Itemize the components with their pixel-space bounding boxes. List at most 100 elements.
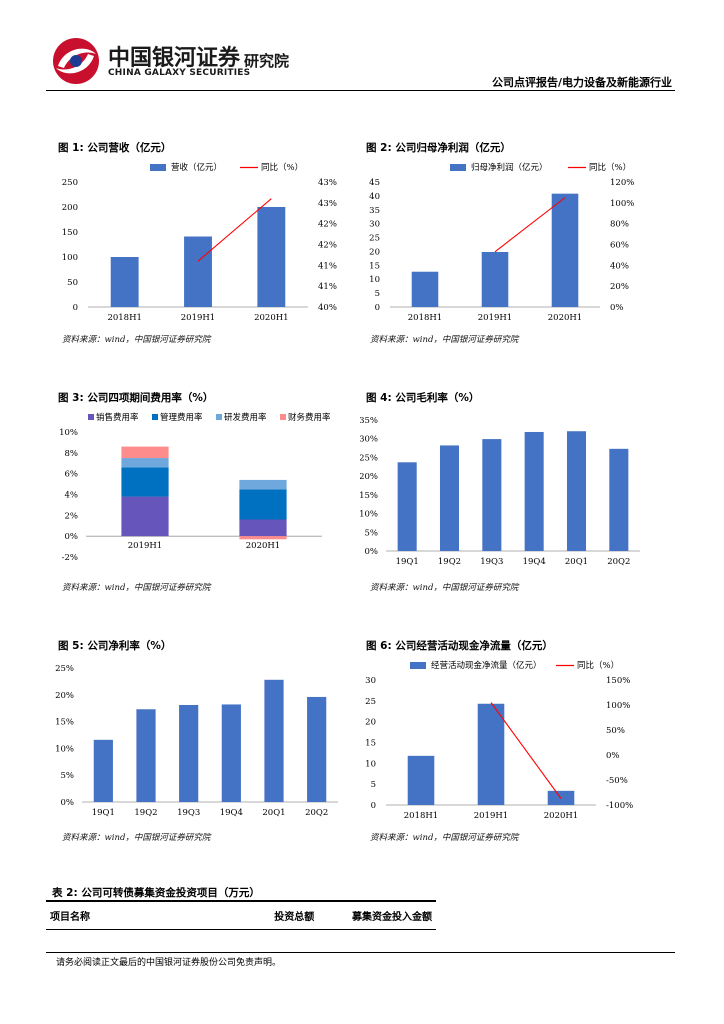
y-right-tick-label: 0%: [610, 303, 624, 313]
legend-swatch: [450, 164, 466, 171]
figure-4-source: 资料来源：wind，中国银河证券研究院: [370, 583, 519, 593]
bar: [566, 431, 587, 551]
bar: [397, 462, 417, 551]
y-right-tick-label: 150%: [606, 676, 630, 686]
logo-text-cn: 中国银河证券: [108, 46, 241, 71]
y-right-tick-label: -100%: [606, 801, 633, 811]
y-right-tick-label: 0%: [606, 751, 620, 761]
x-tick-label: 19Q3: [177, 808, 200, 818]
chart-revenue: 0 50 100 150 200 250 40% 41% 41% 42% 42% 43% 43% 2018…: [62, 162, 337, 323]
y-right-tick-label: 80%: [610, 220, 629, 230]
logo-text-en: CHINA GALAXY SECURITIES: [108, 68, 251, 78]
bar: [609, 448, 629, 551]
y-right-tick-label: 42%: [318, 220, 337, 230]
x-tick-label: 19Q1: [396, 557, 419, 567]
x-tick-label: 19Q4: [220, 808, 243, 818]
y-left-tick-label: 45: [369, 178, 380, 188]
figure-1-title: 图 1: 公司营收（亿元）: [58, 142, 172, 154]
figure-6-source: 资料来源：wind，中国银河证券研究院: [370, 833, 519, 843]
table-header-raised: 募集资金投入金额: [318, 900, 436, 930]
bar: [481, 252, 509, 307]
stacked-segment: [121, 458, 169, 468]
figure-2-title: 图 2: 公司归母净利润（亿元）: [366, 142, 511, 154]
x-tick-label: 2018H1: [408, 313, 442, 323]
y-tick-label: 15%: [360, 491, 378, 501]
y-left-tick-label: 0: [371, 801, 376, 811]
y-right-tick-label: 41%: [318, 282, 337, 292]
y-left-tick-label: 10: [365, 759, 376, 769]
bar: [307, 696, 327, 802]
y-left-tick-label: 0: [375, 303, 380, 313]
x-tick-label: 20Q2: [607, 557, 630, 567]
logo-institute: 研究院: [244, 52, 290, 70]
legend-swatch: [216, 414, 222, 420]
x-tick-label: 19Q2: [134, 808, 157, 818]
y-right-tick-label: 100%: [606, 701, 630, 711]
figure-5-source: 资料来源：wind，中国银河证券研究院: [62, 833, 211, 843]
y-tick-label: 5%: [61, 771, 75, 781]
header-rule: [46, 90, 675, 91]
chart-gross-margin: 0% 5% 10% 15% 20% 25% 30% 35% 19Q1 19Q2 19Q3 19Q4 20…: [360, 416, 640, 567]
y-right-tick-label: 41%: [318, 261, 337, 271]
y-right-tick-label: 60%: [610, 241, 629, 251]
stacked-segment: [239, 519, 287, 537]
chart-operating-cashflow: 0 5 10 15 20 25 30 -100% -50% 0% 50% 100% 150% 2018H1…: [365, 660, 633, 821]
y-tick-label: 10%: [360, 510, 378, 520]
x-tick-label: 19Q4: [523, 557, 546, 567]
x-tick-label: 2018H1: [107, 313, 141, 323]
line-series: [494, 197, 566, 253]
x-tick-label: 20Q2: [305, 808, 328, 818]
legend-label: 财务费用率: [288, 412, 331, 423]
bar: [184, 236, 212, 307]
y-left-tick-label: 35: [369, 206, 380, 216]
y-left-tick-label: 25: [365, 697, 376, 707]
y-tick-label: 5%: [365, 528, 379, 538]
x-tick-label: 19Q3: [480, 557, 503, 567]
legend-label: 营收（亿元）: [171, 162, 222, 173]
table-header-total: 投资总额: [254, 900, 319, 930]
table-header-row: 项目名称 投资总额 募集资金投入金额: [46, 900, 436, 930]
legend-swatch: [152, 414, 158, 420]
table-2: 项目名称 投资总额 募集资金投入金额: [46, 900, 436, 930]
y-left-tick-label: 100: [62, 253, 78, 263]
y-tick-label: 20%: [55, 691, 74, 701]
y-left-tick-label: 150: [62, 228, 78, 238]
bar: [221, 704, 241, 802]
report-type: 公司点评报告/电力设备及新能源行业: [491, 76, 672, 89]
x-tick-label: 19Q1: [92, 808, 115, 818]
stacked-segment: [239, 536, 287, 540]
y-tick-label: 8%: [65, 449, 79, 459]
y-right-tick-label: 42%: [318, 241, 337, 251]
line-series: [197, 198, 272, 262]
y-right-tick-label: 43%: [318, 199, 337, 209]
y-tick-label: 30%: [360, 435, 378, 445]
figure-3-title: 图 3: 公司四项期间费用率（%）: [58, 392, 214, 404]
legend-swatch: [150, 164, 166, 171]
stacked-segment: [121, 467, 169, 497]
y-tick-label: 0%: [61, 798, 75, 808]
figure-2-source: 资料来源：wind，中国银河证券研究院: [370, 335, 519, 345]
figure-6-title: 图 6: 公司经营活动现金净流量（亿元）: [366, 640, 553, 652]
y-left-tick-label: 30: [369, 220, 380, 230]
bar: [551, 193, 579, 307]
chart-net-profit: 0 5 10 15 20 25 30 35 40 45 0% 20% 40% 60% 80% 100% 120%…: [369, 162, 634, 323]
y-left-tick-label: 40: [369, 192, 380, 202]
table-header-project: 项目名称: [46, 900, 254, 930]
legend-swatch: [280, 414, 286, 420]
y-left-tick-label: 30: [365, 676, 376, 686]
legend-label: 研发费用率: [224, 412, 267, 423]
y-right-tick-label: 50%: [606, 726, 625, 736]
chart-net-margin: 0% 5% 10% 15% 20% 25% 19Q1 19Q2 19Q3 19Q4 20Q1 20Q2: [55, 664, 338, 818]
y-right-tick-label: 20%: [610, 282, 629, 292]
y-right-tick-label: 100%: [610, 199, 634, 209]
figure-5-title: 图 5: 公司净利率（%）: [58, 640, 172, 652]
y-left-tick-label: 15: [369, 261, 380, 271]
legend-label: 管理费用率: [160, 412, 203, 423]
x-tick-label: 2018H1: [404, 811, 438, 821]
x-tick-label: 20Q1: [565, 557, 588, 567]
figure-4-title: 图 4: 公司毛利率（%）: [366, 392, 480, 404]
y-right-tick-label: -50%: [606, 776, 628, 786]
galaxy-swirl-icon: [53, 38, 99, 84]
stacked-segment: [121, 446, 169, 459]
y-left-tick-label: 5: [375, 289, 380, 299]
